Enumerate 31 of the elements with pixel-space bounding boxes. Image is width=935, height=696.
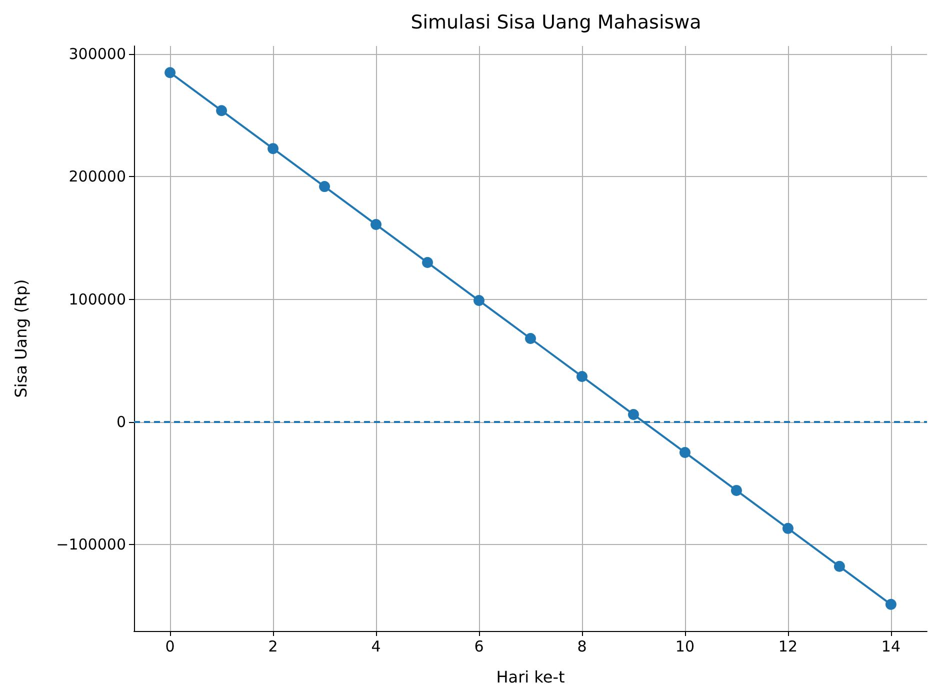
point xyxy=(730,484,742,496)
y-tick-label: 200000 xyxy=(68,168,126,186)
x-tick-label: 10 xyxy=(675,638,695,656)
point xyxy=(474,295,485,306)
x-tick-label: 0 xyxy=(165,638,175,656)
chart-title: Simulasi Sisa Uang Mahasiswa xyxy=(410,12,702,34)
x-tick-label: 2 xyxy=(268,638,278,656)
x-tick-label: 4 xyxy=(371,638,381,656)
point xyxy=(782,522,794,534)
point xyxy=(525,333,536,344)
point xyxy=(834,560,845,572)
y-axis-title: Sisa Uang (Rp) xyxy=(12,279,30,398)
x-axis-title: Hari ke-t xyxy=(496,668,565,686)
point xyxy=(576,370,588,382)
y-tick-label: −100000 xyxy=(56,535,126,554)
point xyxy=(164,67,176,78)
x-tick-label: 6 xyxy=(474,638,484,656)
y-tick-label: 300000 xyxy=(68,45,126,64)
x-tick-label: 12 xyxy=(778,638,798,656)
point xyxy=(628,408,639,420)
x-tick-label: 8 xyxy=(577,638,587,656)
point xyxy=(679,446,690,458)
point xyxy=(268,143,279,154)
x-tick-label: 14 xyxy=(881,638,900,656)
point xyxy=(370,219,382,230)
point xyxy=(885,598,896,610)
point xyxy=(319,181,330,192)
y-tick-label: 100000 xyxy=(68,290,126,308)
y-tick-label: 0 xyxy=(116,412,126,431)
point xyxy=(422,257,434,268)
point xyxy=(216,105,228,116)
